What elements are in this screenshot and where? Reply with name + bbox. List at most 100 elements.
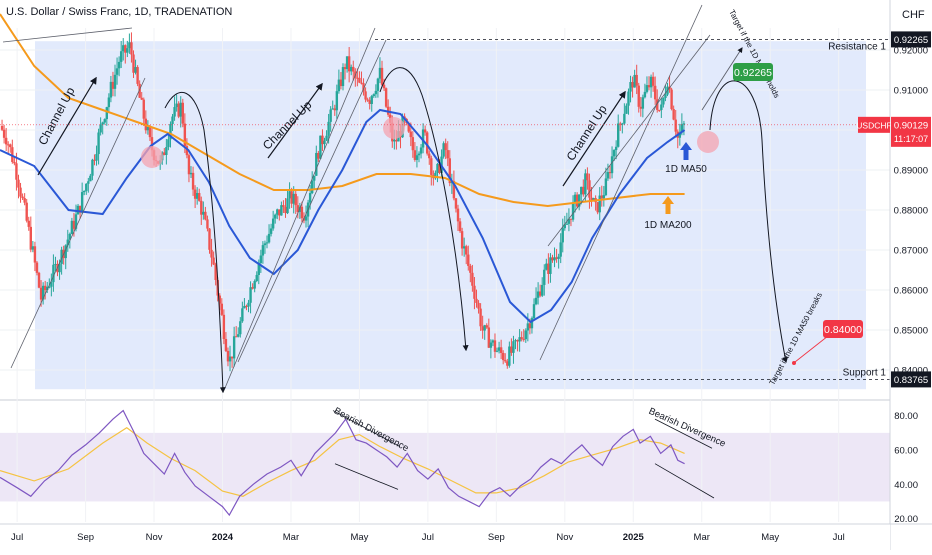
candle-body — [150, 137, 154, 151]
candle-body — [541, 284, 544, 296]
candle-body — [345, 56, 349, 70]
candle-body — [522, 338, 525, 340]
rsi-tick-label: 60.00 — [894, 446, 918, 457]
candle-body — [169, 123, 172, 140]
currency-label: CHF — [902, 9, 925, 21]
x-tick-label: Mar — [283, 532, 299, 543]
candle-body — [475, 298, 478, 303]
candle-body — [66, 239, 69, 246]
channel-line — [224, 27, 376, 389]
candle-body — [612, 150, 616, 157]
divergence-line — [654, 463, 715, 499]
y-tick-label: 0.89000 — [894, 166, 928, 177]
candle-body — [460, 231, 464, 249]
y-tick-label: 0.84000 — [894, 366, 928, 377]
candle-body — [19, 187, 22, 197]
candle-body — [4, 137, 8, 145]
candle-body — [606, 172, 610, 179]
candle-body — [499, 347, 503, 353]
candle-body — [288, 191, 291, 199]
channel-line — [10, 77, 146, 369]
candle-body — [21, 196, 24, 199]
candle-body — [582, 186, 585, 195]
candle-body — [347, 56, 351, 72]
candle-body — [304, 216, 308, 221]
candle-body — [501, 352, 505, 361]
level-badge — [891, 371, 931, 388]
candle-body — [370, 96, 373, 104]
candle-body — [411, 137, 415, 151]
candle-body — [356, 77, 359, 79]
candle-body — [228, 356, 232, 362]
candle-body — [573, 194, 577, 203]
candle-body — [604, 178, 608, 196]
candle-body — [625, 105, 628, 114]
channel-line — [547, 34, 711, 247]
candle-body — [592, 198, 595, 201]
candle-body — [239, 321, 242, 335]
candle-body — [208, 228, 211, 250]
price-badge-value: 0.90129 — [894, 120, 928, 131]
candle-body — [380, 67, 384, 85]
price-badge — [891, 116, 931, 147]
x-tick-label: May — [350, 532, 368, 543]
candle-body — [617, 123, 620, 147]
candle-body — [545, 263, 548, 270]
candle-body — [653, 85, 657, 100]
candle-body — [109, 81, 113, 98]
candle-body — [580, 186, 583, 195]
candle-body — [58, 263, 61, 273]
candle-body — [426, 132, 429, 154]
candle-body — [187, 155, 191, 175]
candle-body — [130, 42, 133, 55]
candle-body — [296, 205, 300, 212]
projection-arrow — [379, 67, 469, 352]
ma200-label: 1D MA200 — [644, 220, 692, 231]
candle-body — [610, 156, 614, 174]
channel-up-arrow — [562, 90, 626, 187]
candle-body — [335, 91, 339, 111]
candle-body — [35, 262, 39, 273]
candle-body — [434, 172, 437, 179]
candle-body — [643, 91, 647, 98]
candle-body — [378, 67, 382, 79]
candle-body — [247, 302, 250, 307]
candle-body — [103, 119, 106, 123]
candle-body — [508, 346, 511, 366]
candle-body — [300, 206, 304, 219]
candle-body — [198, 193, 201, 201]
channel-up-arrow — [37, 76, 97, 176]
candle-body — [11, 147, 14, 162]
candle-body — [586, 173, 589, 181]
projection-arrow — [164, 91, 226, 394]
candle-body — [436, 163, 439, 173]
candle-body — [68, 233, 72, 240]
candle-body — [50, 282, 53, 287]
candle-body — [596, 202, 599, 213]
candle-body — [563, 224, 567, 229]
candle-body — [413, 150, 417, 160]
candle-body — [658, 109, 661, 111]
candle-body — [15, 163, 18, 180]
candle-body — [454, 198, 458, 209]
candle-body — [265, 242, 269, 244]
candle-body — [641, 97, 645, 109]
x-tick-label: Jul — [422, 532, 434, 543]
candle-body — [173, 107, 176, 117]
candle-body — [532, 304, 536, 319]
level-badge-value: 0.83765 — [894, 375, 928, 386]
candle-body — [294, 193, 297, 206]
candle-body — [504, 360, 507, 362]
candle-body — [167, 139, 170, 148]
divergence-line — [334, 463, 399, 490]
candle-body — [91, 159, 94, 176]
candle-body — [368, 100, 371, 104]
candle-body — [115, 68, 119, 75]
candle-body — [163, 152, 166, 155]
candle-body — [253, 281, 256, 289]
candle-body — [292, 193, 295, 204]
candle-body — [9, 144, 12, 148]
channel-up-arrow — [267, 82, 323, 159]
candle-body — [107, 97, 111, 108]
